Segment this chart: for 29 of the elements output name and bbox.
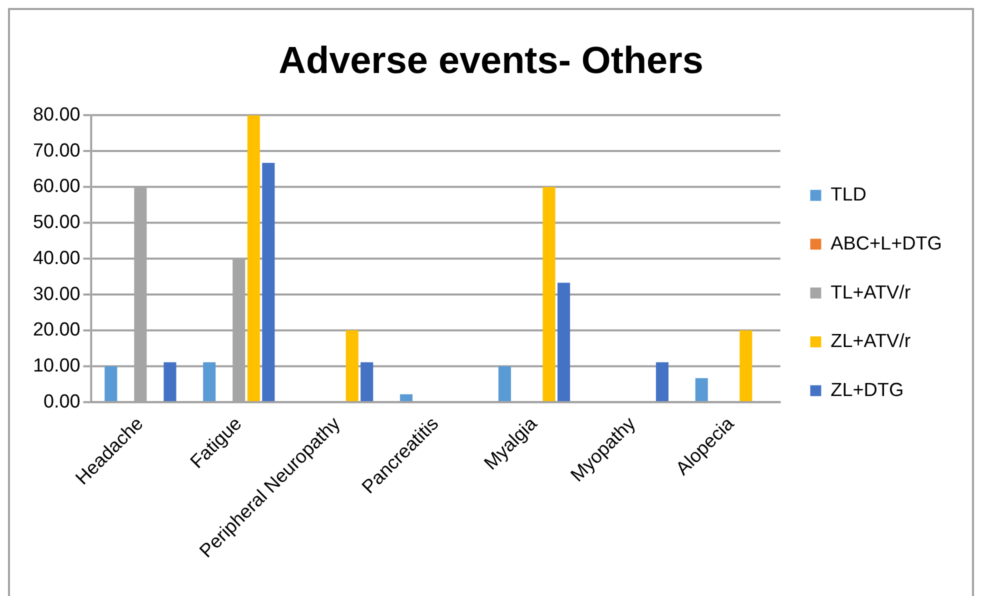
- y-tick-label: 40.00: [32, 248, 80, 269]
- bar: [740, 330, 752, 402]
- bar: [557, 282, 570, 402]
- legend-label: ZL+DTG: [830, 380, 904, 401]
- bar: [360, 362, 374, 402]
- bar: [164, 362, 176, 402]
- bar: [262, 162, 275, 402]
- bar: [346, 330, 358, 402]
- bar: [498, 366, 511, 402]
- legend-label: TLD: [830, 184, 866, 206]
- y-tick-label: 10.00: [32, 355, 80, 376]
- bar: [656, 362, 668, 402]
- bar: [400, 394, 413, 402]
- y-tick-label: 0.00: [43, 391, 80, 412]
- legend-label: ABC+L+DTG: [830, 233, 942, 254]
- y-tick-label: 30.00: [32, 284, 80, 305]
- y-tick-label: 80.00: [32, 104, 80, 126]
- bar: [104, 366, 118, 402]
- bar: [247, 115, 260, 402]
- legend-label: TL+ATV/r: [830, 282, 911, 304]
- y-tick-label: 60.00: [32, 176, 80, 198]
- bar: [203, 362, 216, 402]
- bar: [542, 186, 556, 402]
- legend-label: ZL+ATV/r: [830, 331, 911, 352]
- y-tick-label: 70.00: [32, 140, 80, 162]
- y-tick-label: 20.00: [32, 320, 80, 341]
- chart-title: Adverse events- Others: [278, 40, 704, 82]
- bar: [695, 378, 708, 402]
- y-tick-label: 50.00: [32, 212, 80, 234]
